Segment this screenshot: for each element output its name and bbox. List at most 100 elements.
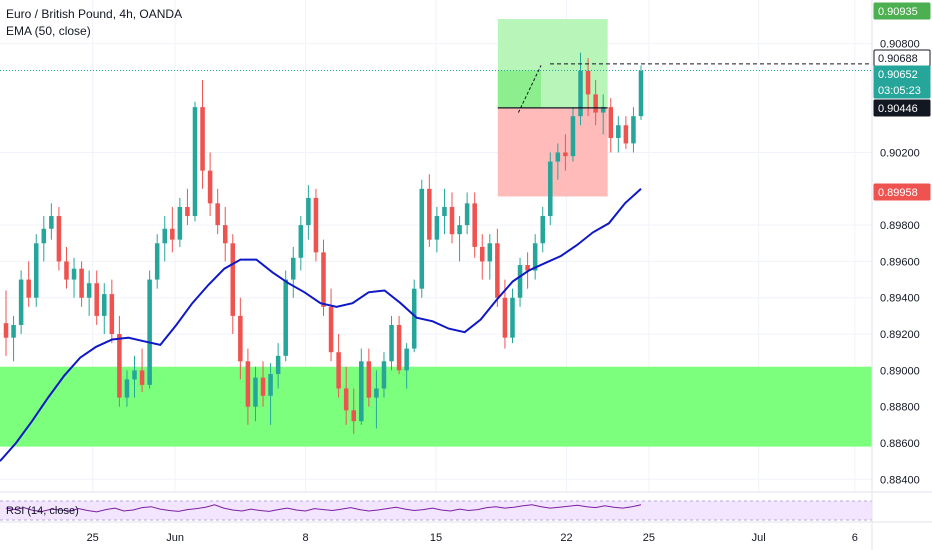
candle-body	[495, 243, 500, 298]
candle-body	[18, 279, 24, 325]
candle-body	[11, 324, 16, 338]
candle-body	[192, 107, 198, 217]
candle-body	[147, 279, 152, 385]
candle-body	[117, 334, 122, 398]
candles	[3, 52, 644, 434]
candle-body	[343, 388, 349, 411]
ema-legend: EMA (50, close)	[6, 24, 91, 38]
candle-body	[638, 70, 644, 117]
candle-body	[472, 203, 477, 247]
candle-body	[328, 306, 334, 353]
zones	[0, 19, 872, 447]
candle-body	[306, 197, 311, 226]
candle-body	[366, 361, 372, 398]
candle-body	[396, 324, 402, 371]
candle-body	[177, 206, 183, 240]
candle-body	[479, 246, 485, 262]
candle-body	[578, 70, 583, 117]
ema-line-group	[0, 188, 642, 462]
candle-body	[207, 170, 213, 204]
price-badge-label: 0.90652	[878, 69, 918, 81]
time-tick-label: 25	[87, 532, 99, 544]
candle-body	[449, 206, 455, 235]
candle-body	[26, 279, 31, 298]
candle-body	[41, 228, 47, 244]
candle-body	[585, 70, 591, 95]
candle-body	[230, 243, 236, 316]
candle-body	[631, 116, 636, 144]
candle-body	[313, 197, 319, 253]
candle-body	[389, 324, 394, 362]
price-badge	[873, 2, 931, 20]
candle-body	[593, 94, 598, 113]
symbol-title: Euro / British Pound, 4h, OANDA	[6, 7, 183, 21]
candle-body	[290, 257, 296, 280]
candle-body	[563, 152, 568, 157]
candle-body	[154, 243, 160, 280]
ema-line	[0, 188, 642, 462]
candle-body	[404, 348, 409, 371]
candle-body	[283, 279, 288, 356]
price-tick-label: 0.90800	[880, 39, 920, 51]
candle-body	[238, 315, 243, 362]
candle-body	[124, 379, 130, 398]
time-tick-label: 25	[643, 532, 655, 544]
candle-body	[381, 361, 387, 389]
price-badge	[873, 183, 931, 201]
candle-body	[623, 125, 629, 144]
candle-body	[411, 288, 417, 349]
candle-body	[464, 203, 470, 226]
candle-body	[434, 216, 440, 240]
price-tick-label: 0.88600	[880, 438, 920, 450]
price-badge	[873, 99, 931, 117]
candle-body	[427, 188, 432, 240]
price-tick-label: 0.89600	[880, 256, 920, 268]
candle-body	[215, 203, 220, 226]
candle-body	[185, 206, 190, 217]
price-badge	[873, 81, 931, 99]
price-tick-label: 0.88400	[880, 474, 920, 486]
price-badge-label: 0.89958	[878, 187, 918, 199]
time-tick-label: Jul	[752, 532, 766, 544]
candle-body	[275, 355, 281, 374]
candle-body	[33, 243, 39, 298]
candle-body	[132, 370, 137, 380]
candle-body	[56, 216, 62, 262]
candle-body	[64, 261, 69, 280]
candle-body	[222, 225, 228, 244]
time-tick-label: 6	[852, 532, 858, 544]
candle-body	[86, 283, 92, 298]
candle-body	[487, 243, 493, 262]
support-zone	[0, 366, 872, 447]
candle-body	[555, 152, 561, 162]
candle-body	[200, 107, 205, 171]
price-tick-label: 0.88800	[880, 402, 920, 414]
candle-body	[253, 377, 258, 407]
candle-body	[102, 294, 107, 316]
candle-body	[442, 206, 447, 217]
candle-body	[79, 268, 84, 298]
loss-zone	[497, 107, 608, 197]
rsi-line	[5, 504, 642, 513]
candle-body	[321, 252, 326, 307]
candle-body	[374, 388, 379, 398]
price-badge-label: 0.90446	[878, 103, 918, 115]
candle-body	[570, 116, 576, 157]
candle-body	[359, 361, 364, 422]
price-badge-label: 0.90688	[878, 53, 918, 65]
candle-body	[94, 283, 99, 316]
candle-body	[336, 352, 341, 389]
price-tick-label: 0.90200	[880, 148, 920, 160]
price-badge-label: 03:05:23	[878, 85, 921, 97]
time-tick-label: 8	[302, 532, 308, 544]
candle-body	[616, 125, 621, 138]
candle-body	[109, 294, 115, 335]
candle-body	[170, 228, 175, 240]
profit-zone-active	[497, 70, 542, 108]
candle-body	[162, 228, 168, 244]
candle-body	[139, 370, 145, 385]
projection-line	[517, 65, 542, 113]
price-badges: 0.90935 0.90688 0.90652 03:05:23 0.90446 0.89…	[873, 2, 931, 201]
